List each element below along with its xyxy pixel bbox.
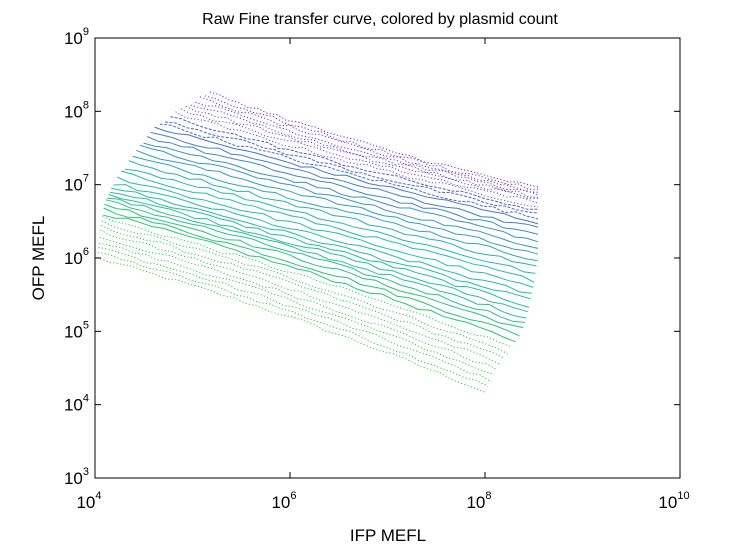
series-line: [185, 105, 539, 199]
y-tick-label: 106: [64, 246, 89, 268]
series-line: [146, 136, 539, 235]
series-line: [124, 168, 536, 274]
series-line: [180, 108, 539, 204]
series-line: [113, 184, 532, 294]
series-line: [204, 95, 539, 190]
y-tick-label: 109: [64, 26, 89, 48]
y-tick-label: 103: [64, 466, 89, 488]
series-line: [209, 91, 539, 188]
chart-title: Raw Fine transfer curve, colored by plas…: [202, 11, 558, 28]
series-line: [116, 176, 534, 288]
series-line: [101, 220, 508, 355]
series-line: [111, 187, 531, 300]
series-line: [105, 199, 526, 323]
x-axis-ticks: 104 106 108 1010: [76, 38, 690, 512]
series-line: [109, 191, 530, 308]
series-line: [143, 142, 539, 243]
series-line: [136, 150, 539, 255]
series-group: [96, 91, 539, 393]
y-axis-label: OFP MEFL: [29, 216, 48, 301]
series-line: [103, 207, 520, 337]
series-line: [104, 203, 524, 329]
y-tick-label: 105: [64, 319, 89, 341]
series-line: [154, 126, 539, 225]
series-line: [164, 121, 539, 214]
x-tick-label: 106: [271, 490, 296, 512]
y-tick-label: 107: [64, 173, 89, 195]
y-tick-label: 104: [64, 393, 89, 415]
series-line: [106, 197, 527, 319]
series-line: [98, 242, 495, 375]
series-line: [97, 252, 489, 387]
y-axis-ticks: 103 104 105 106 107 108 109: [64, 26, 680, 488]
x-axis-label: IFP MEFL: [350, 526, 426, 545]
series-line: [102, 216, 512, 348]
x-tick-label: 1010: [658, 490, 689, 512]
x-tick-label: 108: [466, 490, 491, 512]
series-line: [175, 111, 539, 208]
series-line: [195, 101, 539, 196]
series-line: [98, 246, 492, 383]
series-line: [139, 144, 539, 249]
series-line: [190, 104, 539, 198]
series-line: [132, 155, 538, 262]
series-line: [120, 170, 535, 283]
series-line: [128, 160, 537, 267]
plot-frame: [94, 37, 681, 479]
series-line: [170, 116, 539, 210]
x-tick-label: 104: [76, 490, 101, 512]
y-tick-label: 108: [64, 99, 89, 121]
series-line: [150, 131, 539, 228]
series-line: [108, 193, 528, 313]
series-line: [99, 237, 498, 371]
series-line: [96, 256, 486, 393]
series-line: [102, 214, 516, 343]
